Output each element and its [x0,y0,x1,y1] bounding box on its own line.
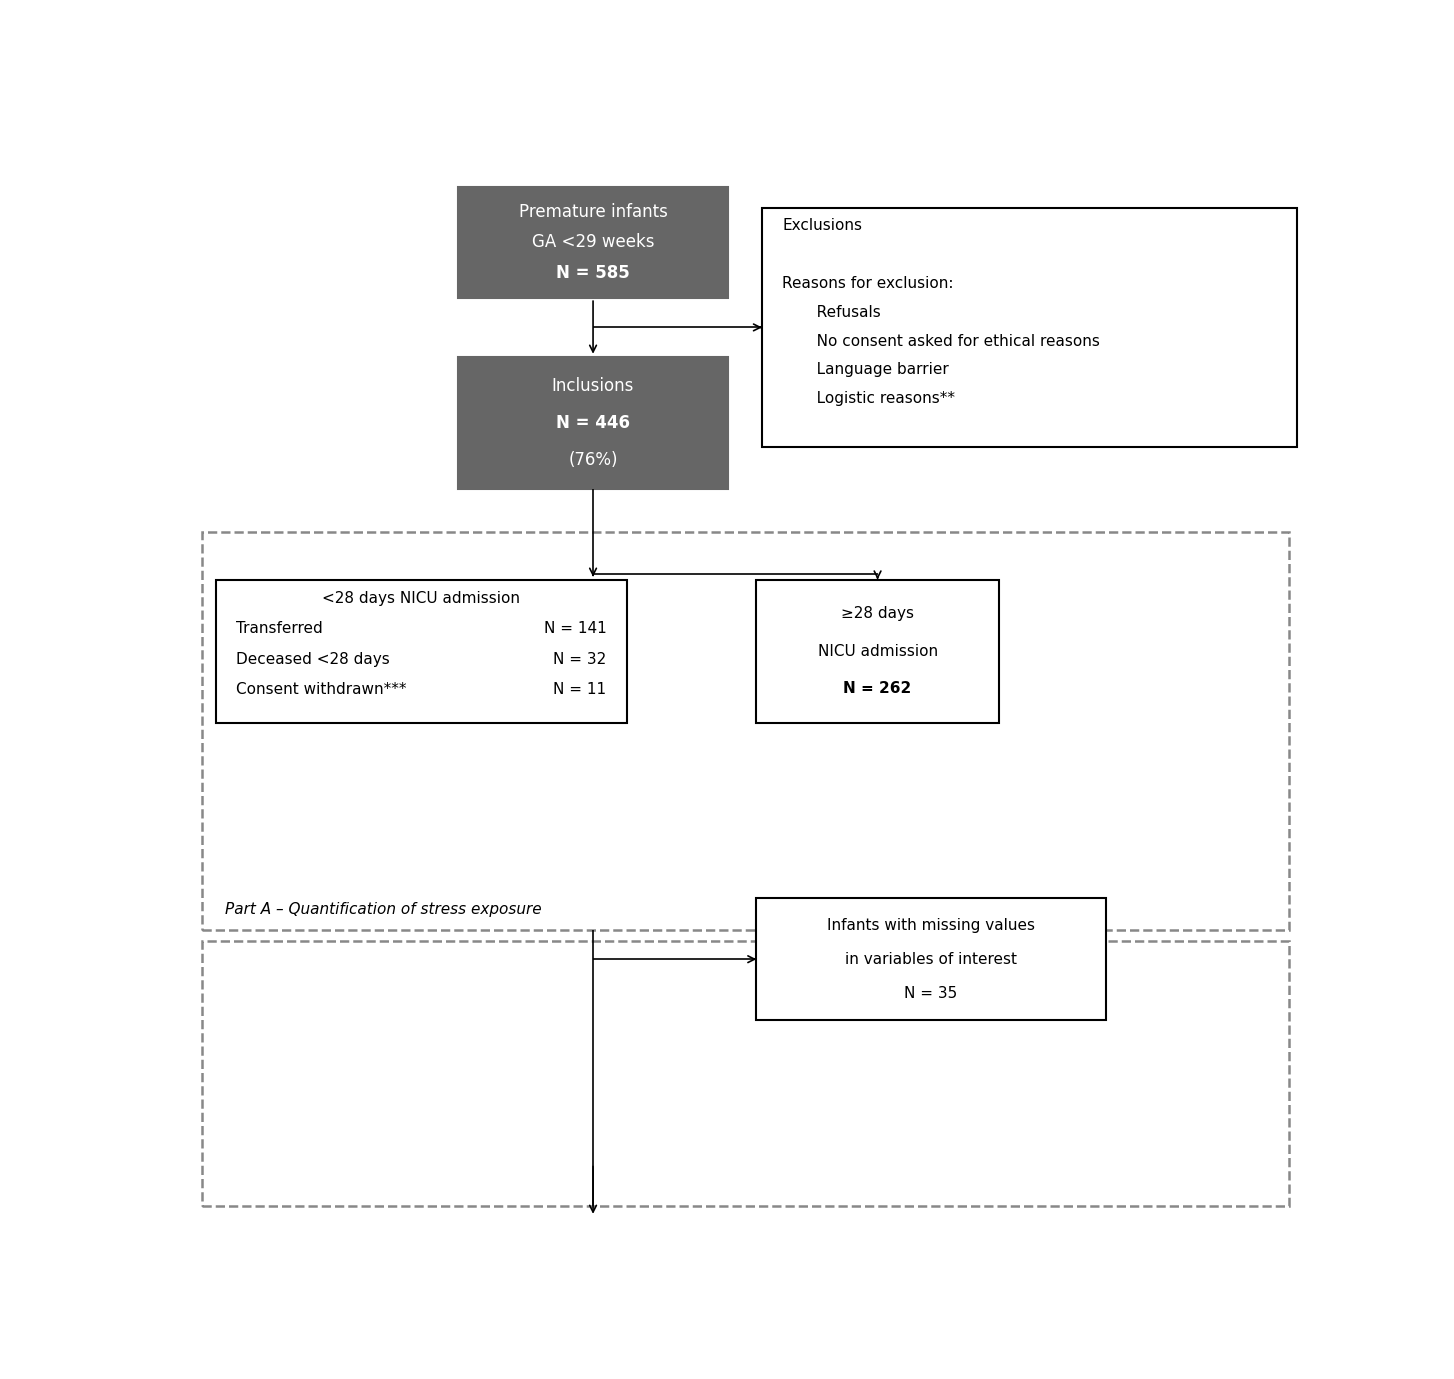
Text: N = 11: N = 11 [554,683,606,696]
FancyBboxPatch shape [215,579,627,723]
Text: Logistic reasons**: Logistic reasons** [801,392,954,407]
Text: Transferred: Transferred [236,622,323,637]
Text: Deceased <28 days: Deceased <28 days [236,652,390,666]
FancyBboxPatch shape [762,208,1297,447]
FancyBboxPatch shape [458,357,728,490]
Text: <28 days NICU admission: <28 days NICU admission [323,592,521,607]
Text: Inclusions: Inclusions [553,376,634,394]
Text: Part A – Quantification of stress exposure: Part A – Quantification of stress exposu… [224,902,541,917]
Text: No consent asked for ethical reasons: No consent asked for ethical reasons [801,334,1099,349]
Text: Consent withdrawn***: Consent withdrawn*** [236,683,406,696]
Text: Refusals: Refusals [801,305,880,320]
Text: N = 262: N = 262 [843,681,912,696]
Text: N = 446: N = 446 [555,414,630,432]
Text: N = 585: N = 585 [557,263,630,281]
Text: Infants with missing values: Infants with missing values [827,917,1035,932]
Text: N = 35: N = 35 [904,986,958,1001]
Text: Reasons for exclusion:: Reasons for exclusion: [782,276,954,291]
FancyBboxPatch shape [756,579,999,723]
Text: N = 141: N = 141 [544,622,606,637]
FancyBboxPatch shape [458,186,728,298]
Text: NICU admission: NICU admission [817,644,938,659]
Text: GA <29 weeks: GA <29 weeks [532,233,654,251]
Text: Premature infants: Premature infants [519,203,667,222]
Text: in variables of interest: in variables of interest [845,952,1018,967]
FancyBboxPatch shape [756,898,1106,1020]
Text: N = 32: N = 32 [554,652,606,666]
Text: Exclusions: Exclusions [782,218,862,233]
Text: ≥28 days: ≥28 days [840,607,915,622]
Text: (76%): (76%) [569,451,618,469]
Text: Language barrier: Language barrier [801,363,948,378]
